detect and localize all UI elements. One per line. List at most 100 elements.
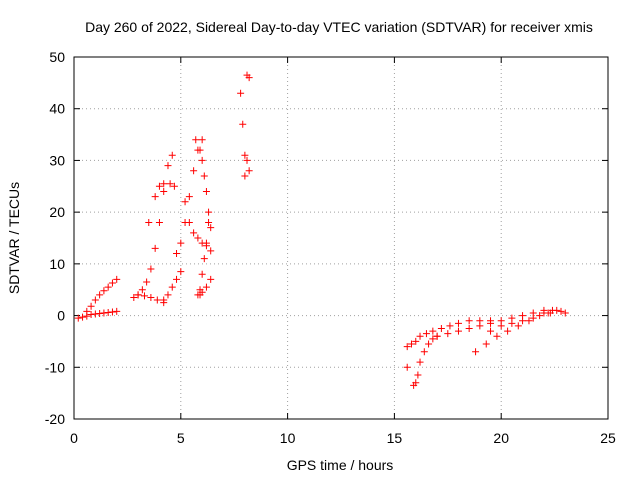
data-point	[104, 283, 112, 291]
data-point	[553, 306, 561, 314]
data-point	[104, 308, 112, 316]
data-point	[454, 327, 462, 335]
data-point	[151, 193, 159, 201]
data-point	[245, 74, 253, 82]
data-point	[173, 275, 181, 283]
data-point	[429, 327, 437, 335]
data-point	[514, 322, 522, 330]
y-tick-label: 50	[49, 49, 65, 65]
x-tick-label: 25	[600, 430, 616, 446]
data-point	[437, 325, 445, 332]
data-point	[420, 348, 428, 356]
data-point	[145, 218, 153, 226]
data-point	[151, 244, 159, 252]
y-tick-label: 10	[49, 256, 65, 272]
data-point	[134, 291, 142, 299]
data-point	[160, 296, 168, 304]
data-point	[170, 182, 178, 190]
data-point	[200, 255, 208, 263]
plot-frame	[73, 56, 609, 420]
data-point	[160, 180, 168, 188]
data-point	[482, 340, 490, 348]
data-point	[155, 182, 163, 190]
data-point	[429, 335, 437, 343]
data-point	[508, 319, 516, 327]
data-point	[192, 136, 200, 144]
data-point	[83, 307, 91, 315]
data-point	[202, 187, 210, 195]
data-point	[185, 218, 193, 226]
data-point	[243, 156, 251, 164]
x-tick-label: 10	[280, 430, 296, 446]
data-point	[147, 293, 155, 301]
data-point	[181, 198, 189, 206]
data-point	[198, 270, 206, 278]
data-point	[497, 322, 505, 330]
data-point	[177, 268, 185, 276]
data-point	[525, 317, 533, 325]
data-point	[185, 193, 193, 201]
data-point	[160, 187, 168, 195]
data-point	[138, 286, 146, 294]
data-point	[91, 296, 99, 304]
data-point	[536, 312, 544, 320]
data-point	[196, 286, 204, 294]
data-point	[168, 151, 176, 159]
data-point	[168, 283, 176, 291]
data-point	[433, 332, 441, 340]
data-point	[198, 156, 206, 164]
data-point	[444, 330, 452, 338]
data-point	[96, 291, 104, 299]
data-point	[108, 279, 116, 287]
data-point	[164, 291, 172, 299]
data-point	[241, 151, 249, 159]
y-tick-label: -20	[45, 411, 65, 427]
data-point	[237, 89, 245, 97]
x-axis-label: GPS time / hours	[287, 457, 394, 473]
data-point	[196, 146, 204, 154]
data-point	[465, 325, 473, 332]
data-point	[403, 343, 411, 351]
data-point	[403, 363, 411, 371]
data-point	[153, 296, 161, 304]
data-point	[177, 239, 185, 247]
data-point	[207, 224, 215, 232]
x-tick-label: 0	[70, 430, 78, 446]
data-point	[487, 327, 495, 335]
data-point	[416, 332, 424, 340]
data-point	[202, 283, 210, 291]
data-point	[529, 314, 537, 322]
axis-ticks	[73, 56, 609, 420]
data-point	[113, 307, 121, 315]
data-point	[544, 309, 552, 317]
y-tick-label: 40	[49, 101, 65, 117]
data-point	[190, 167, 198, 175]
y-tick-label: -10	[45, 359, 65, 375]
data-point	[465, 317, 473, 325]
data-point	[143, 278, 151, 286]
data-point	[166, 180, 174, 188]
y-tick-labels: -20 -10 0 10 20 30 40 50	[45, 49, 65, 427]
data-point	[412, 379, 420, 387]
data-point	[205, 208, 213, 216]
data-point	[147, 265, 155, 273]
chart-title: Day 260 of 2022, Sidereal Day-to-day VTE…	[85, 19, 593, 35]
data-point	[425, 340, 433, 348]
data-point	[472, 348, 480, 356]
data-point	[140, 292, 148, 300]
data-point	[113, 275, 121, 283]
y-tick-label: 20	[49, 204, 65, 220]
data-point	[87, 302, 95, 310]
data-point	[446, 322, 454, 330]
data-point	[245, 167, 253, 175]
data-point	[487, 319, 495, 327]
data-point	[414, 371, 422, 379]
data-point	[130, 293, 138, 301]
data-point	[454, 319, 462, 327]
data-point	[407, 340, 415, 348]
data-point	[207, 247, 215, 255]
data-point	[241, 172, 249, 180]
data-point	[200, 172, 208, 180]
data-point	[87, 311, 95, 319]
